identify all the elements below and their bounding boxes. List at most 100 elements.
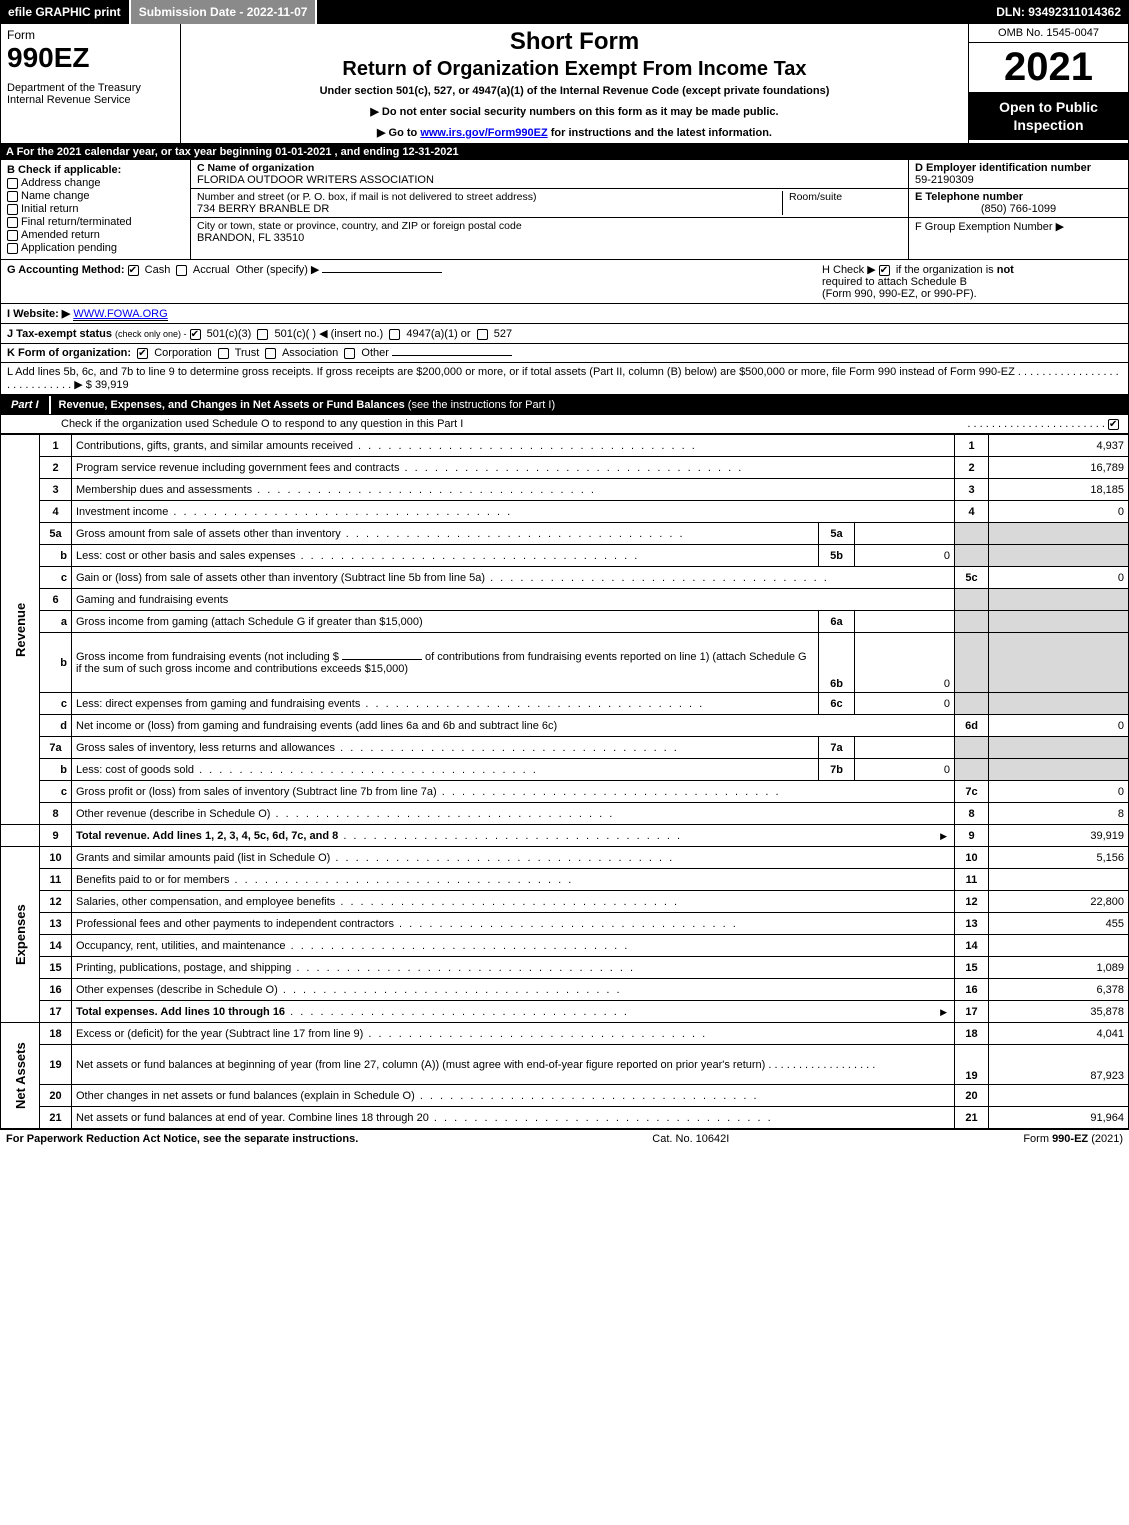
line-9-desc: Total revenue. Add lines 1, 2, 3, 4, 5c,… bbox=[76, 830, 338, 842]
chk-501c3[interactable] bbox=[190, 329, 201, 340]
line-19-amt: 87,923 bbox=[989, 1045, 1129, 1085]
line-11-desc: Benefits paid to or for members bbox=[76, 874, 950, 886]
line-13-amt: 455 bbox=[989, 913, 1129, 935]
line-9-num: 9 bbox=[40, 825, 72, 847]
form-header-right: OMB No. 1545-0047 2021 Open to Public In… bbox=[968, 24, 1128, 143]
line-11-amt bbox=[989, 869, 1129, 891]
line-16-desc: Other expenses (describe in Schedule O) bbox=[76, 984, 950, 996]
footer-right-bold: 990-EZ bbox=[1052, 1133, 1088, 1145]
h-text4: (Form 990, 990-EZ, or 990-PF). bbox=[822, 288, 977, 300]
line-19-code: 19 bbox=[955, 1045, 989, 1085]
h-text2: if the organization is bbox=[896, 264, 994, 276]
grey-cell bbox=[989, 589, 1129, 611]
line-6b-input[interactable] bbox=[342, 659, 422, 660]
line-5a-mval bbox=[855, 523, 955, 545]
line-5a-mini: 5a bbox=[819, 523, 855, 545]
efile-print-button[interactable]: efile GRAPHIC print bbox=[0, 0, 131, 24]
chk-4947[interactable] bbox=[389, 329, 400, 340]
org-street: 734 BERRY BRANBLE DR bbox=[197, 203, 782, 215]
chk-association[interactable] bbox=[265, 348, 276, 359]
grey-cell bbox=[989, 611, 1129, 633]
chk-corporation[interactable] bbox=[137, 348, 148, 359]
line-13-num: 13 bbox=[40, 913, 72, 935]
line-1-amt: 4,937 bbox=[989, 435, 1129, 457]
ein-value: 59-2190309 bbox=[915, 174, 1122, 186]
section-j: J Tax-exempt status (check only one) - 5… bbox=[0, 324, 1129, 344]
chk-501c[interactable] bbox=[257, 329, 268, 340]
line-21-code: 21 bbox=[955, 1107, 989, 1129]
line-7c-num: c bbox=[40, 781, 72, 803]
line-4-amt: 0 bbox=[989, 501, 1129, 523]
line-20-code: 20 bbox=[955, 1085, 989, 1107]
line-4-num: 4 bbox=[40, 501, 72, 523]
line-17-amt: 35,878 bbox=[989, 1001, 1129, 1023]
line-2-amt: 16,789 bbox=[989, 457, 1129, 479]
expenses-side-label: Expenses bbox=[1, 847, 40, 1023]
line-19-num: 19 bbox=[40, 1045, 72, 1085]
e-tel-label: E Telephone number bbox=[915, 191, 1122, 203]
org-city: BRANDON, FL 33510 bbox=[197, 232, 902, 244]
section-k: K Form of organization: Corporation Trus… bbox=[0, 344, 1129, 363]
chk-other-org[interactable] bbox=[344, 348, 355, 359]
chk-application-pending[interactable]: Application pending bbox=[7, 242, 184, 254]
goto-post: for instructions and the latest informat… bbox=[548, 127, 772, 139]
section-a: A For the 2021 calendar year, or tax yea… bbox=[0, 144, 1129, 160]
submission-date: Submission Date - 2022-11-07 bbox=[131, 0, 318, 24]
line-6b-mval: 0 bbox=[855, 633, 955, 693]
chk-label: Application pending bbox=[21, 242, 117, 254]
g-other-input[interactable] bbox=[322, 272, 442, 273]
line-20-desc: Other changes in net assets or fund bala… bbox=[76, 1090, 950, 1102]
k-other-input[interactable] bbox=[392, 355, 512, 356]
irs-label: Internal Revenue Service bbox=[7, 94, 174, 106]
k-label: K Form of organization: bbox=[7, 347, 131, 359]
line-3-amt: 18,185 bbox=[989, 479, 1129, 501]
chk-address-change[interactable]: Address change bbox=[7, 177, 184, 189]
line-10-amt: 5,156 bbox=[989, 847, 1129, 869]
chk-amended-return[interactable]: Amended return bbox=[7, 229, 184, 241]
part1-header: Part I Revenue, Expenses, and Changes in… bbox=[0, 395, 1129, 415]
line-6d-amt: 0 bbox=[989, 715, 1129, 737]
website-link[interactable]: WWW.FOWA.ORG bbox=[73, 308, 167, 320]
chk-527[interactable] bbox=[477, 329, 488, 340]
part1-sub-text: Check if the organization used Schedule … bbox=[61, 418, 463, 430]
chk-trust[interactable] bbox=[218, 348, 229, 359]
line-6b-d1: Gross income from fundraising events (no… bbox=[76, 651, 339, 663]
line-6a-mval bbox=[855, 611, 955, 633]
part1-label: Part I bbox=[1, 396, 51, 414]
grey-cell bbox=[955, 693, 989, 715]
short-form-title: Short Form bbox=[187, 28, 962, 56]
chk-final-return[interactable]: Final return/terminated bbox=[7, 216, 184, 228]
line-11-code: 11 bbox=[955, 869, 989, 891]
line-14-amt bbox=[989, 935, 1129, 957]
line-6d-num: d bbox=[40, 715, 72, 737]
form-number: 990EZ bbox=[7, 42, 174, 74]
line-5b-mini: 5b bbox=[819, 545, 855, 567]
l-amount: $ 39,919 bbox=[86, 379, 129, 391]
line-6-desc: Gaming and fundraising events bbox=[72, 589, 955, 611]
chk-h[interactable] bbox=[879, 265, 890, 276]
irs-link[interactable]: www.irs.gov/Form990EZ bbox=[420, 127, 547, 139]
line-6b-desc: Gross income from fundraising events (no… bbox=[72, 633, 819, 693]
line-12-code: 12 bbox=[955, 891, 989, 913]
footer-right-pre: Form bbox=[1023, 1133, 1052, 1145]
chk-cash[interactable] bbox=[128, 265, 139, 276]
line-15-desc: Printing, publications, postage, and shi… bbox=[76, 962, 950, 974]
chk-name-change[interactable]: Name change bbox=[7, 190, 184, 202]
chk-label: Address change bbox=[21, 177, 101, 189]
line-21-amt: 91,964 bbox=[989, 1107, 1129, 1129]
chk-initial-return[interactable]: Initial return bbox=[7, 203, 184, 215]
line-2-code: 2 bbox=[955, 457, 989, 479]
line-3-desc: Membership dues and assessments bbox=[76, 484, 950, 496]
line-7b-desc: Less: cost of goods sold bbox=[76, 764, 814, 776]
line-5c-amt: 0 bbox=[989, 567, 1129, 589]
chk-accrual[interactable] bbox=[176, 265, 187, 276]
part1-table: Revenue 1 Contributions, gifts, grants, … bbox=[0, 434, 1129, 1129]
chk-part1-scho[interactable] bbox=[1108, 419, 1119, 430]
g-other: Other (specify) ▶ bbox=[236, 264, 320, 276]
line-1-code: 1 bbox=[955, 435, 989, 457]
line-5c-num: c bbox=[40, 567, 72, 589]
section-g-h: G Accounting Method: Cash Accrual Other … bbox=[0, 260, 1129, 304]
g-cash: Cash bbox=[145, 264, 171, 276]
j-opt2: 501(c)( ) ◀ (insert no.) bbox=[274, 328, 383, 340]
chk-label: Name change bbox=[21, 190, 90, 202]
